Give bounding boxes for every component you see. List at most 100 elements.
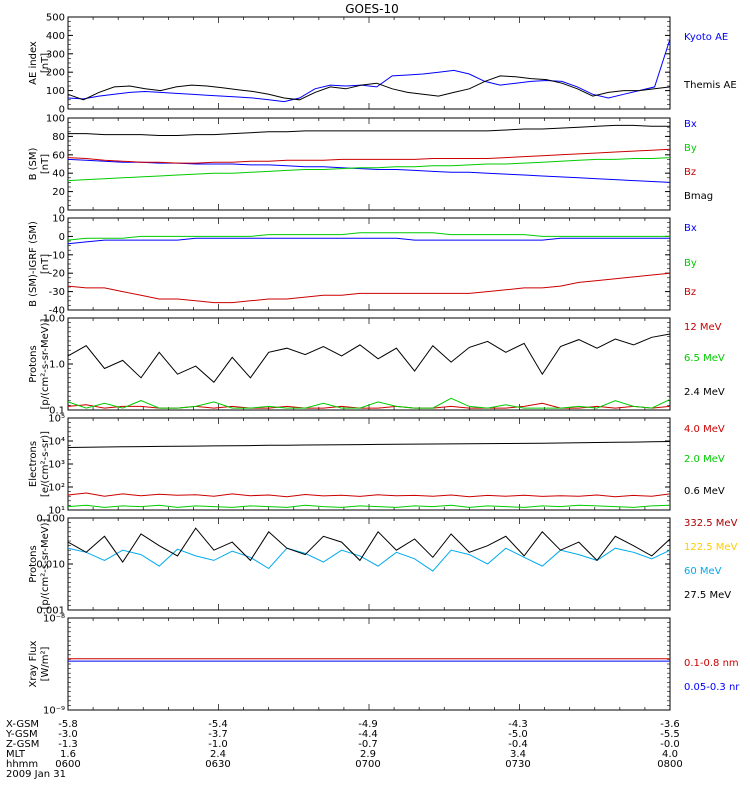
- y-tick-label: 10⁵: [48, 414, 65, 425]
- y-axis-label: [W/m²]: [40, 646, 51, 681]
- series-line-themis-ae: [67, 75, 671, 101]
- legend-entry: 4.0 MeV: [684, 424, 725, 435]
- footer-value: -0.4: [508, 739, 528, 750]
- y-tick-label: 10: [52, 214, 65, 225]
- footer-row-label: X-GSM: [6, 719, 39, 730]
- y-tick-label: 10¹: [48, 506, 65, 517]
- legend-entry: 122.5 MeV: [684, 542, 738, 553]
- y-tick-label: 10.0: [43, 314, 65, 325]
- legend-entry: Bmag: [684, 191, 713, 202]
- panel-7: 10⁻⁹ 10⁻⁸ Xray Flux [W/m²] 0.1-0.8 nm 0.05-0.…: [28, 614, 740, 717]
- footer-row-label: Y-GSM: [5, 729, 38, 740]
- y-tick-label: 80: [52, 132, 65, 143]
- footer-value: -3.0: [58, 729, 78, 740]
- legend-entry: Bz: [684, 287, 696, 298]
- series-line-6-5-mev: [67, 397, 671, 409]
- panel-frame: [67, 217, 671, 311]
- legend-entry: 27.5 MeV: [684, 590, 731, 601]
- footer-value: -4.3: [508, 719, 528, 730]
- legend-entry: Kyoto AE: [684, 32, 728, 43]
- footer-value: -3.6: [660, 719, 680, 730]
- panel-3: -40 -30 -20 -10 0 10 B (SM)-IGRF (SM) [nT] Bx By B…: [28, 214, 697, 317]
- series-line-bz: [67, 272, 671, 304]
- y-tick-label: -30: [49, 287, 65, 298]
- legend-entry: By: [684, 258, 697, 269]
- series-line-bx: [67, 237, 670, 245]
- series-line-by: [67, 232, 670, 241]
- footer-value: -5.8: [58, 719, 78, 730]
- series-line-27-5-mev: [67, 527, 671, 563]
- panel-frame: [67, 317, 671, 411]
- series-line-bmag: [68, 124, 670, 136]
- panel-2: 0 20 40 60 80 100 B (SM) [nT] Bx By Bz Bmag: [28, 114, 713, 217]
- y-tick-label: -20: [49, 269, 65, 280]
- legend-entry: Bz: [684, 167, 696, 178]
- y-tick-label: -40: [49, 306, 65, 317]
- footer-value: 0600: [55, 759, 80, 770]
- y-tick-label: 0.010: [36, 560, 65, 571]
- y-axis-label: Protons: [28, 345, 39, 382]
- footer-value: -4.9: [358, 719, 378, 730]
- legend-entry: Bx: [684, 119, 697, 130]
- footer-value: -1.0: [208, 739, 228, 750]
- series-line-kyoto-ae: [67, 38, 671, 103]
- legend-entry: 0.6 MeV: [684, 486, 725, 497]
- series-line-60-mev: [67, 547, 671, 572]
- y-tick-label: 0: [59, 105, 65, 116]
- footer-value: 0730: [505, 759, 530, 770]
- series-line-0-6-mev: [67, 441, 671, 448]
- y-tick-label: 0.100: [36, 514, 65, 525]
- y-tick-label: 20: [52, 187, 65, 198]
- footer-value: -3.7: [208, 729, 228, 740]
- series-line-bx: [67, 158, 671, 183]
- y-tick-label: 500: [46, 13, 65, 24]
- legend-entry: Themis AE: [683, 80, 737, 91]
- footer-value: -0.0: [660, 739, 680, 750]
- footer-value: -5.4: [208, 719, 228, 730]
- y-tick-label: 10⁻⁹: [43, 706, 65, 717]
- legend-entry: 2.4 MeV: [684, 387, 725, 398]
- orbit-footer: X-GSM -5.8 -5.4 -4.9 -4.3 -3.6 Y-GSM -3.0 -3.7 -4…: [5, 719, 683, 780]
- y-axis-label: B (SM)-IGRF (SM): [28, 221, 39, 307]
- y-tick-label: 10²: [48, 483, 65, 494]
- panel-frame: [67, 517, 671, 611]
- footer-date: 2009 Jan 31: [6, 769, 66, 780]
- y-axis-label: [nT]: [40, 53, 51, 73]
- y-axis-label: [nT]: [40, 154, 51, 174]
- footer-value: 0800: [657, 759, 682, 770]
- legend-entry: 60 MeV: [684, 566, 722, 577]
- y-axis-label: [e/(cm²-s-sr)]: [40, 431, 51, 497]
- legend-entry: By: [684, 143, 697, 154]
- legend-entry: 2.0 MeV: [684, 454, 725, 465]
- footer-value: 4.0: [662, 749, 678, 760]
- y-tick-label: 200: [46, 68, 65, 79]
- figure-title: GOES-10: [345, 2, 399, 16]
- y-tick-label: 10³: [48, 460, 65, 471]
- panel-5: 10¹ 10² 10³ 10⁴ 10⁵ Electrons [e/(cm²-s-sr)] 4.…: [28, 414, 725, 517]
- y-tick-label: 0: [59, 232, 65, 243]
- footer-value: 0630: [205, 759, 230, 770]
- y-tick-label: 100: [46, 114, 65, 125]
- footer-value: 1.6: [60, 749, 76, 760]
- legend-entry: 0.05-0.3 nr: [684, 682, 740, 693]
- y-tick-label: 60: [52, 150, 65, 161]
- y-axis-label: B (SM): [28, 147, 39, 180]
- panel-4: 0.1 1.0 10.0 Protons [p/(cm²-s-sr-MeV)] 12 Me…: [28, 314, 725, 417]
- footer-row-label: Z-GSM: [6, 739, 39, 750]
- y-tick-label: 40: [52, 169, 65, 180]
- footer-row-label: hhmm: [6, 759, 38, 770]
- footer-value: -5.0: [508, 729, 528, 740]
- y-axis-label: Protons: [28, 545, 39, 582]
- y-tick-label: 0: [59, 206, 65, 217]
- y-tick-label: 10⁴: [48, 437, 65, 448]
- footer-value: -5.5: [660, 729, 680, 740]
- y-tick-label: 0.1: [49, 406, 65, 417]
- y-tick-label: 0.001: [36, 606, 65, 617]
- footer-value: -0.7: [358, 739, 378, 750]
- legend-entry: 6.5 MeV: [684, 353, 725, 364]
- footer-value: -4.4: [358, 729, 378, 740]
- y-tick-label: -10: [49, 250, 65, 261]
- panel-6: 0.001 0.010 0.100 Protons [p/(cm²-s-sr-MeV)]…: [28, 514, 738, 617]
- legend-entry: 12 MeV: [684, 322, 722, 333]
